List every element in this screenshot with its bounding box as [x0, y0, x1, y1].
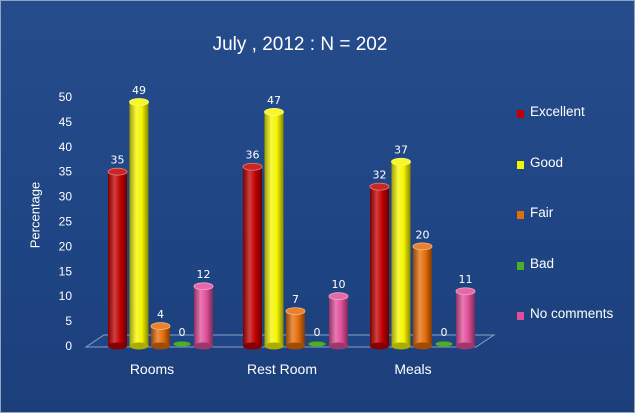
- y-tick-label: 35: [59, 165, 73, 179]
- y-tick-label: 10: [59, 289, 73, 303]
- bar-rooms-fair: [150, 322, 171, 350]
- legend-swatch-good: [517, 160, 524, 169]
- bar-meals-no-comments: [455, 287, 476, 350]
- x-category-rooms: Rooms: [130, 361, 174, 377]
- data-label-rest-room-excellent: 36: [246, 149, 260, 162]
- data-label-meals-excellent: 32: [373, 169, 387, 182]
- legend-swatch-excellent: [517, 110, 524, 118]
- x-category-rest-room: Rest Room: [247, 361, 317, 377]
- y-tick-label: 30: [59, 190, 73, 204]
- data-label-rest-room-good: 47: [267, 94, 281, 107]
- data-label-rooms-bad: 0: [179, 326, 186, 339]
- legend-label-good: Good: [530, 154, 564, 170]
- y-tick-label: 45: [59, 115, 73, 129]
- data-label-rest-room-bad: 0: [314, 326, 321, 339]
- data-label-meals-fair: 20: [416, 228, 430, 241]
- data-label-rest-room-no-comments: 10: [332, 278, 346, 291]
- legend-label-no-comments: No comments: [530, 306, 614, 321]
- bar-rooms-no-comments: [193, 282, 214, 350]
- data-label-rooms-good: 49: [132, 84, 146, 97]
- bar-rest-room-no-comments: [328, 292, 349, 350]
- bar-meals-bad: [435, 341, 453, 347]
- bar-rooms-bad: [173, 341, 191, 347]
- data-label-meals-good: 37: [394, 144, 408, 157]
- legend-swatch-bad: [517, 261, 524, 270]
- data-label-rooms-no-comments: 12: [197, 268, 211, 281]
- y-tick-label: 40: [59, 140, 73, 154]
- bar-rest-room-bad: [308, 341, 326, 347]
- bar-meals-excellent: [369, 182, 390, 350]
- data-label-rooms-excellent: 35: [111, 154, 125, 167]
- legend-label-excellent: Excellent: [530, 104, 585, 119]
- bar-rest-room-good: [264, 108, 284, 350]
- y-tick-label: 5: [65, 314, 72, 328]
- bar-meals-fair: [412, 242, 433, 350]
- y-tick-label: 15: [59, 264, 73, 278]
- data-label-meals-bad: 0: [441, 326, 448, 339]
- y-axis-label: Percentage: [27, 181, 43, 249]
- legend-label-bad: Bad: [530, 255, 555, 271]
- bar-rooms-excellent: [107, 167, 128, 350]
- data-label-rooms-fair: 4: [157, 308, 164, 321]
- legend-label-fair: Fair: [530, 205, 554, 220]
- bar-rest-room-excellent: [242, 162, 263, 350]
- legend-swatch-fair: [517, 211, 524, 219]
- x-category-meals: Meals: [394, 361, 431, 377]
- y-tick-label: 20: [59, 239, 73, 253]
- data-label-meals-no-comments: 11: [459, 273, 473, 286]
- data-label-rest-room-fair: 7: [292, 293, 299, 306]
- chart-title: July , 2012 : N = 202: [212, 34, 388, 55]
- bar-meals-good: [391, 157, 411, 350]
- bar-rest-room-fair: [285, 307, 306, 350]
- bar-rooms-good: [129, 98, 149, 350]
- y-tick-label: 0: [65, 339, 72, 353]
- legend-swatch-no-comments: [517, 312, 524, 320]
- y-tick-label: 25: [59, 215, 73, 229]
- y-tick-label: 50: [59, 90, 73, 104]
